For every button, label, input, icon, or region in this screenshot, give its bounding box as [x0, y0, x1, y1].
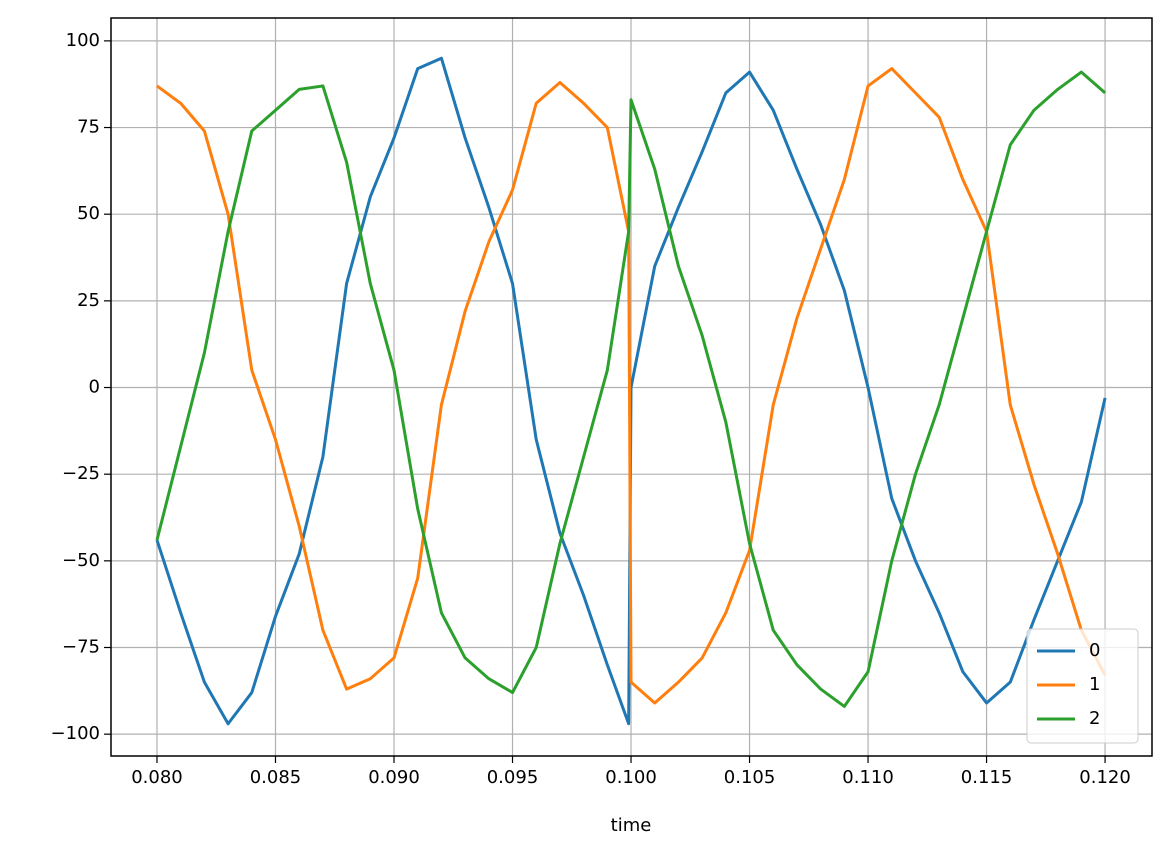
x-tick-label: 0.115: [961, 767, 1013, 788]
x-tick-label: 0.110: [842, 767, 894, 788]
y-tick-label: −75: [62, 637, 100, 658]
line: [156, 67, 1107, 705]
y-tick-label: 50: [77, 203, 100, 224]
y-tick-label: 0: [89, 377, 100, 398]
legend-box: [1026, 628, 1139, 744]
x-tick-label: 0.095: [487, 767, 539, 788]
y-tick-label: 75: [77, 117, 100, 138]
x-tick-label: 0.090: [368, 767, 420, 788]
y-tick-label: 100: [66, 30, 100, 51]
x-tick-label: 0.080: [131, 767, 183, 788]
legend-label: 1: [1089, 674, 1100, 695]
line: [155, 70, 1107, 708]
y-tick-label: −25: [62, 463, 100, 484]
legend-label: 0: [1089, 640, 1100, 661]
y-tick-label: −50: [62, 550, 100, 571]
legend-label: 2: [1089, 708, 1100, 729]
y-tick-label: −100: [51, 723, 100, 744]
y-tick-label: 25: [77, 290, 100, 311]
x-tick-label: 0.100: [605, 767, 657, 788]
x-tick-label: 0.085: [250, 767, 302, 788]
x-axis-label: time: [611, 815, 652, 836]
x-tick-label: 0.120: [1079, 767, 1131, 788]
plot-frame: [110, 17, 1153, 757]
x-tick-label: 0.105: [724, 767, 776, 788]
